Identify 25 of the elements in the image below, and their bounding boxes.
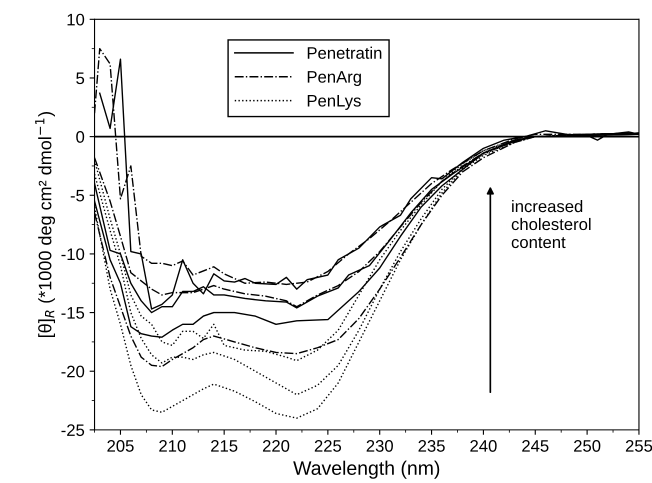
legend-label: PenArg [308,71,361,86]
y-tick-label: -15 [61,307,84,319]
x-tick-label: 230 [366,440,393,452]
x-tick-label: 245 [522,440,548,452]
y-tick-label: 5 [76,72,84,84]
x-tick-label: 220 [262,440,290,452]
y-tick-label: -10 [61,248,84,260]
x-tick-label: 215 [211,440,238,452]
y-tick-label: -25 [61,424,84,436]
x-tick-label: 235 [418,440,445,452]
y-axis-title: [θ]$_{R}$ (*1000 deg cm² dmol$^{−1}$) [35,112,56,338]
y-tick-label: 0 [76,131,84,143]
x-tick-label: 250 [574,440,600,452]
y-tick-label: -20 [61,366,84,378]
y-tick-label: -5 [70,190,84,202]
y-tick-label: 10 [68,14,84,26]
x-tick-label: 205 [107,440,134,452]
x-axis-title: Wavelength (nm) [293,460,440,479]
x-tick-label: 255 [626,440,652,452]
x-tick-label: 225 [314,440,342,452]
legend-label: Penetratin [308,46,382,59]
x-tick-label: 240 [470,440,497,452]
annotation: increased cholesterol content [512,200,591,248]
legend-label: PenLys [308,94,361,110]
x-tick-label: 210 [159,440,186,452]
